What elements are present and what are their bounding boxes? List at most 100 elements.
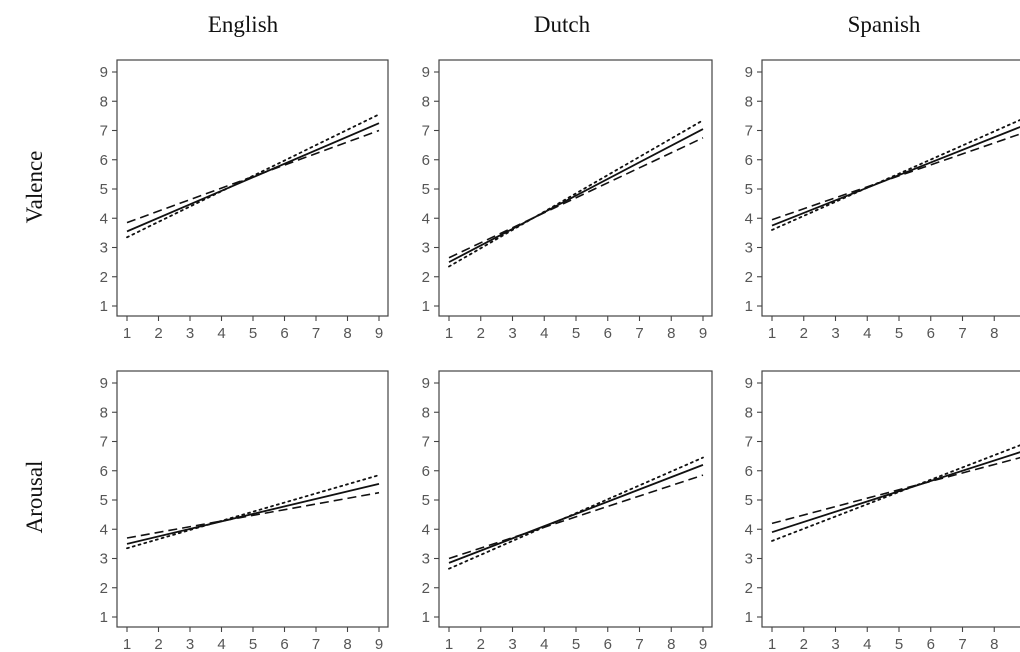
y-tick-label: 1 [100,609,108,626]
x-tick-label: 4 [863,325,871,342]
x-tick-label: 6 [927,636,935,652]
y-tick-label: 2 [100,580,108,597]
panel-arousal-english: 1 2 3 4 5 6 7 8 9 1 2 3 4 5 6 7 8 9 [100,370,389,652]
x-tick-label: 4 [217,325,225,342]
y-tick-label: 1 [422,298,430,315]
plot-area-frame [116,370,389,628]
column-title-english: English [208,12,279,37]
x-tick-label: 8 [667,325,675,342]
series-line-solid [771,451,1020,534]
y-tick-label: 3 [422,551,430,568]
y-tick-label: 3 [422,240,430,257]
y-tick-label: 8 [100,93,108,110]
x-tick-label: 2 [800,636,808,652]
y-tick-label: 1 [422,609,430,626]
x-tick-label: 5 [249,636,257,652]
x-tick-label: 4 [217,636,225,652]
y-tick-label: 7 [422,123,430,140]
y-tick-label: 2 [745,580,753,597]
y-tick-label: 6 [100,152,108,169]
column-title-spanish: Spanish [848,12,921,37]
panel-valence-dutch: 1 2 3 4 5 6 7 8 9 1 2 3 4 5 6 7 8 9 [422,59,713,342]
y-tick-label: 5 [745,492,753,509]
x-tick-label: 2 [477,325,485,342]
x-tick-label: 8 [667,636,675,652]
x-tick-label: 2 [154,636,162,652]
x-tick-label: 3 [831,325,839,342]
x-tick-label: 7 [958,325,966,342]
x-tick-label: 6 [280,325,288,342]
y-tick-label: 6 [422,463,430,480]
series-line-dotted [126,474,380,550]
y-tick-label: 8 [100,404,108,421]
x-tick-label: 1 [768,325,776,342]
x-tick-label: 5 [572,325,580,342]
x-tick-label: 7 [312,636,320,652]
x-tick-label: 5 [895,636,903,652]
y-tick-label: 9 [422,375,430,392]
y-tick-label: 7 [745,123,753,140]
row-title-arousal: Arousal [22,461,47,534]
x-tick-label: 4 [540,325,548,342]
series-line-dotted [771,119,1020,231]
y-tick-label: 4 [745,521,753,538]
y-tick-label: 8 [745,404,753,421]
y-tick-label: 3 [745,240,753,257]
x-tick-label: 9 [699,325,707,342]
series-line-dotted [448,119,704,268]
plot-area-frame [438,370,713,628]
y-tick-label: 9 [745,64,753,81]
x-tick-label: 1 [445,325,453,342]
y-tick-label: 6 [422,152,430,169]
y-tick-label: 4 [100,521,108,538]
x-tick-label: 2 [477,636,485,652]
series-line-dotted [448,456,704,570]
y-tick-label: 3 [100,240,108,257]
x-tick-label: 8 [343,325,351,342]
x-tick-label: 6 [604,636,612,652]
y-tick-label: 4 [100,210,108,227]
x-tick-label: 3 [186,325,194,342]
y-tick-label: 1 [745,298,753,315]
x-tick-label: 9 [375,325,383,342]
y-tick-label: 9 [100,64,108,81]
y-tick-label: 1 [745,609,753,626]
x-tick-label: 7 [635,636,643,652]
y-tick-label: 3 [100,551,108,568]
y-tick-label: 2 [422,580,430,597]
y-tick-label: 9 [100,375,108,392]
x-tick-label: 1 [445,636,453,652]
series-line-dashed [448,474,704,560]
x-tick-label: 7 [312,325,320,342]
y-tick-label: 1 [100,298,108,315]
x-tick-label: 8 [990,636,998,652]
series-line-dashed [448,137,704,259]
x-tick-label: 9 [375,636,383,652]
x-tick-label: 6 [927,325,935,342]
y-tick-label: 7 [422,434,430,451]
series-line-dotted [126,113,380,239]
y-tick-label: 9 [422,64,430,81]
y-tick-label: 2 [422,269,430,286]
y-tick-label: 8 [422,404,430,421]
x-tick-label: 5 [572,636,580,652]
x-tick-label: 9 [699,636,707,652]
y-tick-label: 2 [100,269,108,286]
series-line-dashed [126,491,380,539]
x-tick-label: 6 [604,325,612,342]
y-tick-label: 5 [100,492,108,509]
y-tick-label: 5 [422,181,430,198]
panel-valence-english: 1 2 3 4 5 6 7 8 9 1 2 3 4 5 6 7 8 9 [100,59,389,342]
panel-arousal-dutch: 1 2 3 4 5 6 7 8 9 1 2 3 4 5 6 7 8 9 [422,370,713,652]
y-tick-label: 3 [745,551,753,568]
x-tick-label: 5 [249,325,257,342]
y-tick-label: 4 [422,210,430,227]
x-tick-label: 1 [768,636,776,652]
plot-area-frame [761,370,1020,628]
series-line-dashed [771,456,1020,525]
y-tick-label: 7 [745,434,753,451]
x-tick-label: 3 [508,636,516,652]
y-tick-label: 7 [100,434,108,451]
series-line-solid [448,128,704,263]
